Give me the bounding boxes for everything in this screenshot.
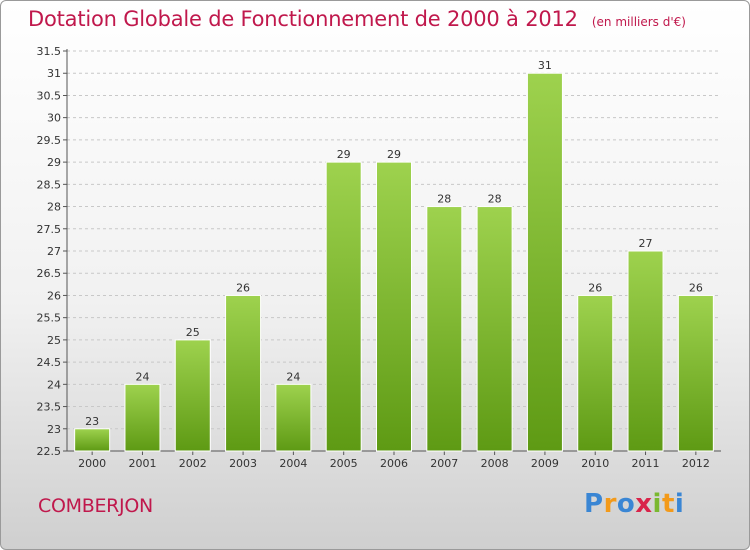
bar-2009 [526,72,563,452]
value-label: 26 [689,281,703,294]
y-tick-label: 31 [47,67,61,80]
y-tick-label: 23.5 [37,401,62,414]
bar-2001 [124,383,161,452]
x-tick-label: 2011 [632,457,660,470]
x-tick-label: 2007 [430,457,458,470]
y-tick-label: 28.5 [37,178,62,191]
bar-2010 [577,294,614,452]
x-tick-label: 2005 [330,457,358,470]
value-label: 28 [488,193,502,206]
x-tick-label: 2001 [128,457,156,470]
y-tick-label: 30.5 [37,89,62,102]
x-tick-label: 2003 [229,457,257,470]
y-tick-label: 25 [47,334,61,347]
bar-layer [74,72,714,452]
y-tick-label: 23 [47,423,61,436]
y-tick-label: 28 [47,201,61,214]
bar-2003 [225,294,262,452]
value-label: 23 [85,415,99,428]
y-tick-label: 22.5 [37,445,62,458]
value-label: 28 [437,193,451,206]
value-label: 24 [135,370,149,383]
y-tick-label: 27.5 [37,223,62,236]
x-tick-label: 2006 [380,457,408,470]
value-label: 25 [186,326,200,339]
y-tick-label: 27 [47,245,61,258]
axis-layer: 22.5 23 23.5 24 24.5 25 25.5 26 26.5 27 27.5 28 28.5… [37,45,721,470]
x-tick-label: 2010 [581,457,609,470]
y-tick-label: 31.5 [37,45,62,58]
bar-2000 [74,428,111,452]
bar-2002 [174,339,211,452]
bar-2012 [677,294,714,452]
proxiti-logo: Proxiti [584,489,685,519]
y-tick-label: 26.5 [37,267,62,280]
y-tick-label: 29.5 [37,134,62,147]
x-tick-label: 2000 [78,457,106,470]
chart-title: Dotation Globale de Fonctionnement de 20… [28,7,686,31]
bar-2007 [426,206,463,452]
chart-title-unit: (en milliers d'€) [591,15,686,29]
x-tick-label: 2009 [531,457,559,470]
x-tick-label: 2004 [279,457,307,470]
x-tick-label: 2008 [481,457,509,470]
value-label: 31 [538,59,552,72]
value-label: 26 [588,281,602,294]
chart-title-main: Dotation Globale de Fonctionnement de 20… [28,7,578,31]
y-tick-label: 25.5 [37,312,62,325]
value-label: 29 [337,148,351,161]
x-tick-label: 2002 [179,457,207,470]
bar-2005 [325,161,362,452]
commune-name: COMBERJON [38,495,153,517]
y-tick-label: 29 [47,156,61,169]
x-tick-label: 2012 [682,457,710,470]
bar-2011 [627,250,664,452]
bar-2006 [376,161,412,452]
value-label: 27 [639,237,653,250]
y-tick-label: 26 [47,289,61,302]
value-label: 26 [236,281,250,294]
label-layer: 23 24 25 26 24 29 29 28 28 31 26 27 26 [85,59,703,428]
y-tick-label: 30 [47,112,61,125]
y-tick-label: 24 [47,378,61,391]
y-tick-label: 24.5 [37,356,62,369]
bar-2008 [476,206,513,452]
value-label: 29 [387,148,401,161]
bar-2004 [275,383,312,452]
value-label: 24 [286,370,300,383]
